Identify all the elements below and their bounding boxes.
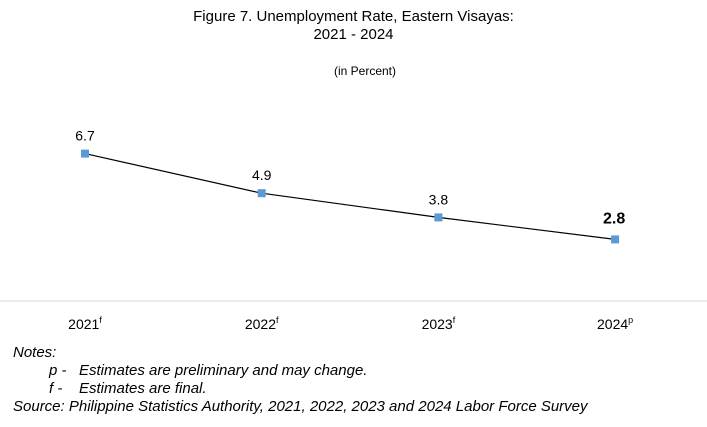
data-point bbox=[257, 189, 266, 198]
chart-subtitle: (in Percent) bbox=[333, 64, 397, 78]
note-item-f: f - Estimates are final. bbox=[13, 380, 588, 398]
data-point bbox=[434, 213, 443, 222]
data-label: 2.8 bbox=[603, 210, 625, 227]
notes-section: Notes: p - Estimates are preliminary and … bbox=[13, 344, 588, 416]
data-label: 3.8 bbox=[429, 191, 449, 207]
source-text: Source: Philippine Statistics Authority,… bbox=[13, 398, 588, 415]
x-tick-label: 2024p bbox=[597, 315, 633, 332]
data-label: 6.7 bbox=[75, 128, 95, 144]
series-line bbox=[84, 153, 616, 240]
x-tick-label: 2021f bbox=[68, 315, 102, 332]
notes-heading: Notes: bbox=[13, 344, 57, 361]
chart-title: Figure 7. Unemployment Rate, Eastern Vis… bbox=[0, 8, 707, 44]
chart-title-line2: 2021 - 2024 bbox=[313, 26, 394, 43]
note-key: f - bbox=[49, 380, 63, 397]
note-item-p: p - Estimates are preliminary and may cha… bbox=[13, 362, 588, 380]
line-chart: 6.7 4.9 3.8 2.8 2021f 2022f 2023f 2024p bbox=[0, 128, 707, 332]
x-tick-label: 2022f bbox=[245, 315, 279, 332]
x-tick-label: 2023f bbox=[422, 315, 456, 332]
note-key: p - bbox=[49, 362, 67, 379]
data-point bbox=[611, 235, 620, 244]
data-label: 4.9 bbox=[252, 167, 272, 183]
note-text: Estimates are final. bbox=[79, 380, 207, 397]
data-point bbox=[81, 149, 89, 158]
note-text: Estimates are preliminary and may change… bbox=[79, 362, 368, 379]
chart-title-line1: Figure 7. Unemployment Rate, Eastern Vis… bbox=[193, 8, 514, 25]
